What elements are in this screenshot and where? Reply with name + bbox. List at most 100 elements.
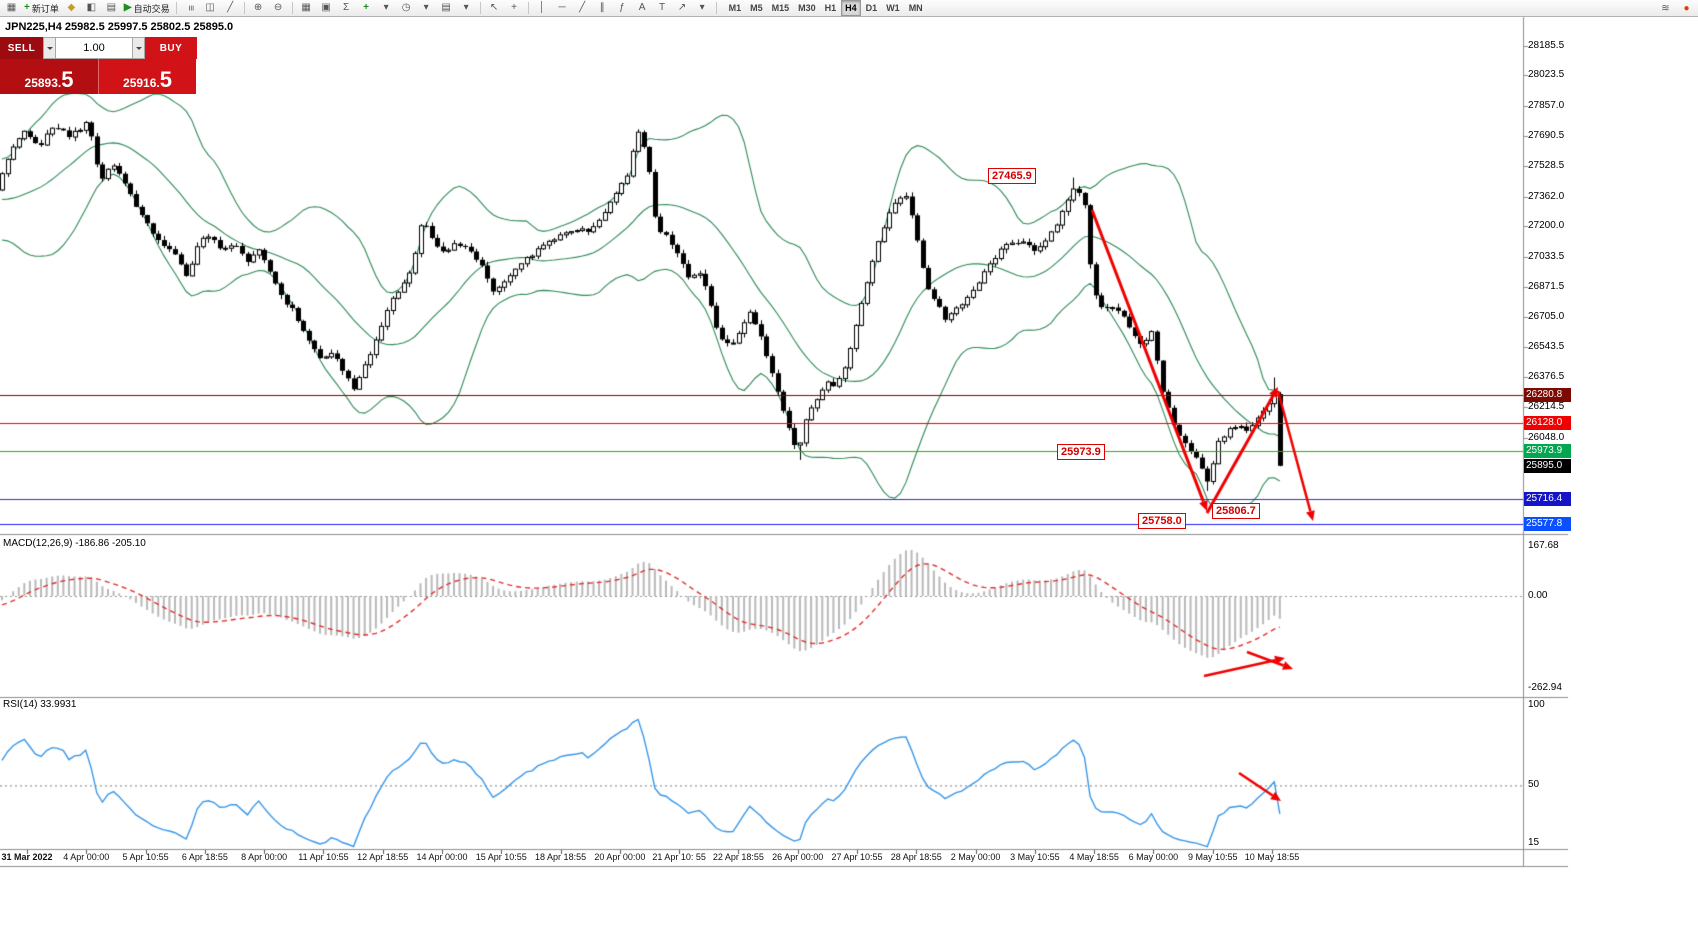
ask-price[interactable]: 25916. 5	[98, 59, 196, 94]
bars-chart-icon[interactable]: ≡	[181, 1, 200, 16]
volume-preset-dropdown[interactable]	[43, 37, 56, 59]
toolbar-separator	[479, 2, 481, 14]
price-annotation[interactable]: 25973.9	[1057, 444, 1105, 460]
arrows-icon[interactable]: ↗	[673, 1, 692, 16]
timeframe-h1[interactable]: H1	[824, 3, 837, 13]
chart-list-icon[interactable]: ▤	[102, 1, 121, 16]
caret-down-icon[interactable]: ▾	[457, 1, 476, 16]
vertical-line-icon: │	[538, 2, 546, 13]
chart-list-icon: ▤	[106, 2, 117, 13]
caret-down-icon	[135, 47, 142, 53]
caret-down-icon: ▾	[423, 2, 429, 13]
candles-chart-icon: ◫	[205, 2, 215, 13]
fibonacci-icon: ƒ	[619, 2, 625, 13]
time-axis-label: 2 May 00:00	[950, 852, 1001, 862]
caret-down-icon[interactable]: ▾	[693, 1, 712, 16]
crosshair-icon[interactable]: +	[505, 1, 524, 16]
bid-price-main: 25893.	[24, 76, 62, 90]
price-tag: 26280.8	[1524, 388, 1571, 402]
price-annotation[interactable]: 27465.9	[988, 168, 1036, 184]
price-axis-label: 26048.0	[1528, 431, 1565, 443]
auto-arrange-icon[interactable]: ▣	[317, 1, 336, 16]
add-indicator-icon[interactable]: +	[357, 1, 376, 16]
label-icon[interactable]: T	[653, 1, 672, 16]
trendline-icon[interactable]: ╱	[573, 1, 592, 16]
caret-down-icon: ▾	[463, 2, 469, 13]
zoom-out-icon[interactable]: ⊖	[269, 1, 288, 16]
periods-icon: ◷	[401, 2, 411, 13]
time-axis-label: 31 Mar 2022	[1, 852, 53, 862]
timeframe-m30[interactable]: M30	[798, 3, 816, 13]
price-axis-label: 27033.5	[1528, 250, 1565, 262]
time-axis-label: 26 Apr 00:00	[772, 852, 824, 862]
toolbar-separator	[715, 2, 717, 14]
equalizer-icon[interactable]: ≋	[1656, 1, 1675, 16]
buy-button[interactable]: BUY	[145, 37, 197, 59]
time-axis-label: 6 Apr 18:55	[181, 852, 228, 862]
autotrade-button[interactable]: ▶ 自动交易	[122, 1, 172, 16]
toolbar-separator	[243, 2, 245, 14]
cursor-icon: ↖	[489, 2, 499, 13]
caret-down-icon[interactable]: ▾	[417, 1, 436, 16]
macd-scale-label: 167.68	[1528, 540, 1559, 551]
price-annotation[interactable]: 25806.7	[1212, 503, 1260, 519]
tile-windows-icon[interactable]: ▦	[297, 1, 316, 16]
horizontal-line-icon[interactable]: ─	[553, 1, 572, 16]
time-axis-label: 10 May 18:55	[1244, 852, 1300, 862]
volume-stepper[interactable]	[132, 37, 145, 59]
zoom-in-icon[interactable]: ⊕	[249, 1, 268, 16]
price-annotation[interactable]: 25758.0	[1138, 513, 1186, 529]
caret-down-icon: ▾	[699, 2, 705, 13]
toolbar-right: ≋ ●	[1656, 0, 1696, 17]
toolbar-separator	[291, 2, 293, 14]
price-axis-label: 27690.5	[1528, 130, 1565, 142]
timeframe-mn[interactable]: MN	[908, 3, 923, 13]
timeframe-toolbar: M1 M5 M15 M30 H1 H4 D1 W1 MN	[725, 0, 927, 16]
price-axis-label: 28185.5	[1528, 39, 1565, 51]
timeframe-m15[interactable]: M15	[771, 3, 790, 13]
vertical-line-icon[interactable]: │	[533, 1, 552, 16]
text-icon[interactable]: A	[633, 1, 652, 16]
volume-value: 1.00	[83, 42, 105, 54]
timeframe-h4[interactable]: H4	[841, 0, 861, 16]
line-chart-icon: ╱	[227, 2, 234, 13]
alert-icon[interactable]: ●	[1677, 1, 1696, 16]
symbols-icon[interactable]: ◆	[62, 1, 81, 16]
price-axis-label: 28023.5	[1528, 69, 1565, 81]
timeframe-m5[interactable]: M5	[750, 3, 763, 13]
indicators-icon[interactable]: Σ	[337, 1, 356, 16]
toolbar-separator	[175, 2, 177, 14]
timeframe-m1[interactable]: M1	[728, 3, 742, 13]
add-indicator-icon: +	[363, 2, 369, 13]
candles-chart-icon[interactable]: ◫	[201, 1, 220, 16]
time-axis-label: 6 May 00:00	[1128, 852, 1179, 862]
timeframe-d1[interactable]: D1	[865, 3, 878, 13]
alert-icon: ●	[1683, 2, 1690, 14]
bid-price[interactable]: 25893. 5	[0, 59, 98, 94]
periods-icon[interactable]: ◷	[397, 1, 416, 16]
line-chart-icon[interactable]: ╱	[221, 1, 240, 16]
timeframe-w1[interactable]: W1	[886, 3, 900, 13]
profiles-icon[interactable]: ◧	[82, 1, 101, 16]
volume-input[interactable]: 1.00	[56, 37, 132, 59]
toolbar-separator	[527, 2, 529, 14]
templates-icon: ▤	[441, 2, 451, 13]
channel-icon[interactable]: ∥	[593, 1, 612, 16]
macd-indicator-label: MACD(12,26,9) -186.86 -205.10	[3, 538, 146, 549]
sell-button[interactable]: SELL	[0, 37, 43, 59]
new-order-button-label: 新订单	[31, 3, 59, 14]
fibonacci-icon[interactable]: ƒ	[613, 1, 632, 16]
new-chart-icon[interactable]: ▦	[2, 1, 21, 16]
label-icon: T	[659, 2, 666, 13]
zoom-in-icon: ⊕	[253, 2, 263, 13]
price-tag: 25577.8	[1524, 516, 1571, 531]
caret-down-icon[interactable]: ▾	[377, 1, 396, 16]
cursor-icon[interactable]: ↖	[485, 1, 504, 16]
zoom-out-icon: ⊖	[273, 2, 283, 13]
templates-icon[interactable]: ▤	[437, 1, 456, 16]
price-axis-label: 26376.5	[1528, 371, 1565, 383]
new-order-button[interactable]: + 新订单	[22, 1, 61, 16]
tile-windows-icon: ▦	[301, 2, 311, 13]
